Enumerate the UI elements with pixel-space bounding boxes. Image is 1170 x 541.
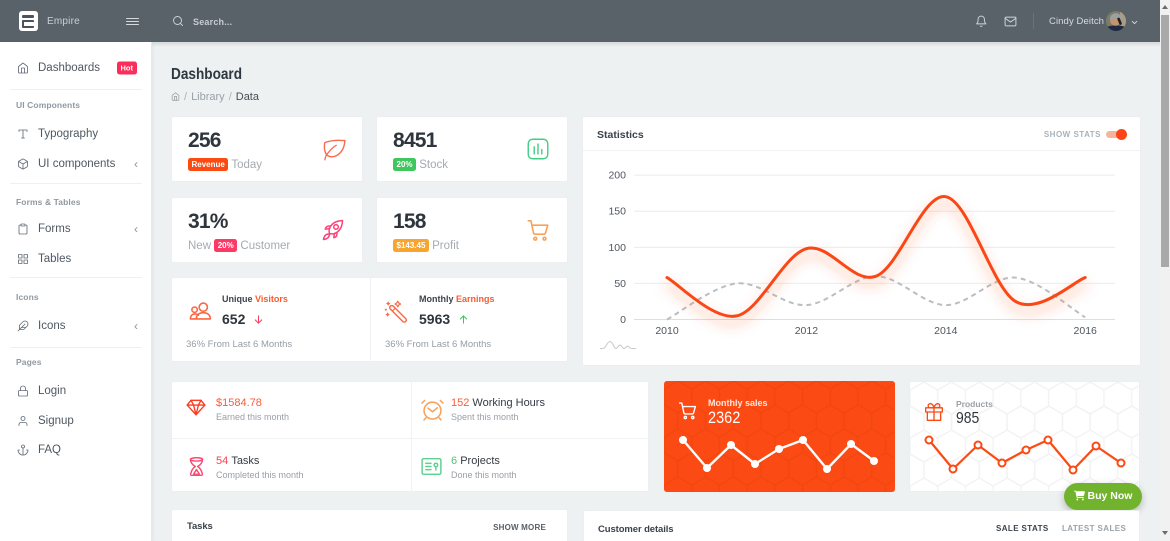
svg-text:200: 200 — [608, 170, 626, 182]
svg-text:2010: 2010 — [655, 325, 679, 337]
svg-text:2016: 2016 — [1074, 325, 1098, 337]
svg-text:0: 0 — [620, 314, 626, 326]
svg-text:50: 50 — [614, 278, 626, 290]
svg-text:2012: 2012 — [795, 325, 819, 337]
svg-text:150: 150 — [608, 206, 626, 218]
svg-text:2014: 2014 — [934, 325, 958, 337]
svg-text:100: 100 — [608, 242, 626, 254]
